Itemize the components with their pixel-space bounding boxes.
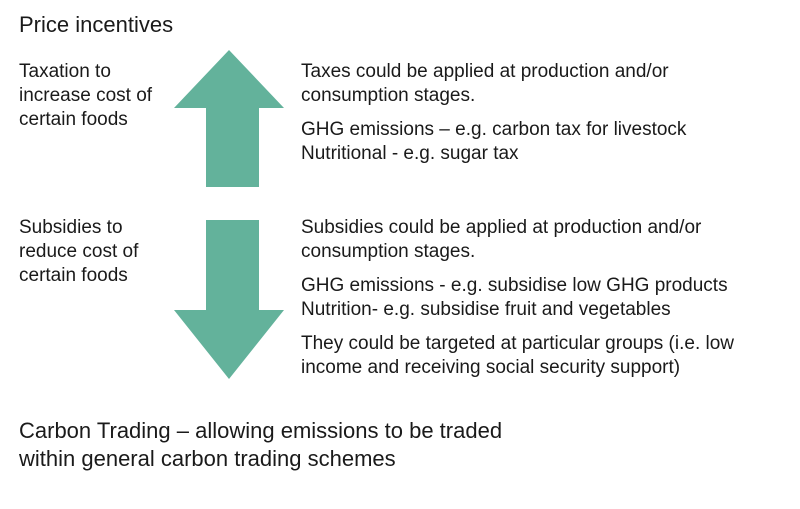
subsidies-examples: GHG emissions - e.g. subsidise low GHG p… xyxy=(301,274,781,322)
taxation-ghg-example: GHG emissions – e.g. carbon tax for live… xyxy=(301,119,687,140)
taxation-examples: GHG emissions – e.g. carbon tax for live… xyxy=(301,118,781,166)
subsidies-nutrition-example: Nutrition- e.g. subsidise fruit and vege… xyxy=(301,299,671,320)
subsidies-targeting-text: They could be targeted at particular gro… xyxy=(301,333,735,378)
carbon-trading-note: Carbon Trading – allowing emissions to b… xyxy=(19,417,539,473)
subsidies-label: Subsidies to reduce cost of certain food… xyxy=(19,217,139,286)
up-arrow-icon xyxy=(174,50,284,187)
subsidies-ghg-example: GHG emissions - e.g. subsidise low GHG p… xyxy=(301,275,728,296)
taxation-description: Taxes could be applied at production and… xyxy=(301,60,781,166)
carbon-trading-title: Carbon Trading xyxy=(19,418,171,443)
taxation-label: Taxation to increase cost of certain foo… xyxy=(19,61,153,130)
taxation-nutrition-example: Nutritional - e.g. sugar tax xyxy=(301,143,519,164)
down-arrow-icon xyxy=(174,220,284,379)
carbon-trading-text: – allowing emissions to be traded within… xyxy=(19,418,503,471)
page-title: Price incentives xyxy=(19,12,174,37)
taxation-stages-text: Taxes could be applied at production and… xyxy=(301,61,669,106)
down-arrow-shape xyxy=(174,220,284,379)
up-arrow-shape xyxy=(174,50,284,187)
subsidies-description: Subsidies could be applied at production… xyxy=(301,216,781,380)
subsidies-stages-text: Subsidies could be applied at production… xyxy=(301,217,702,262)
